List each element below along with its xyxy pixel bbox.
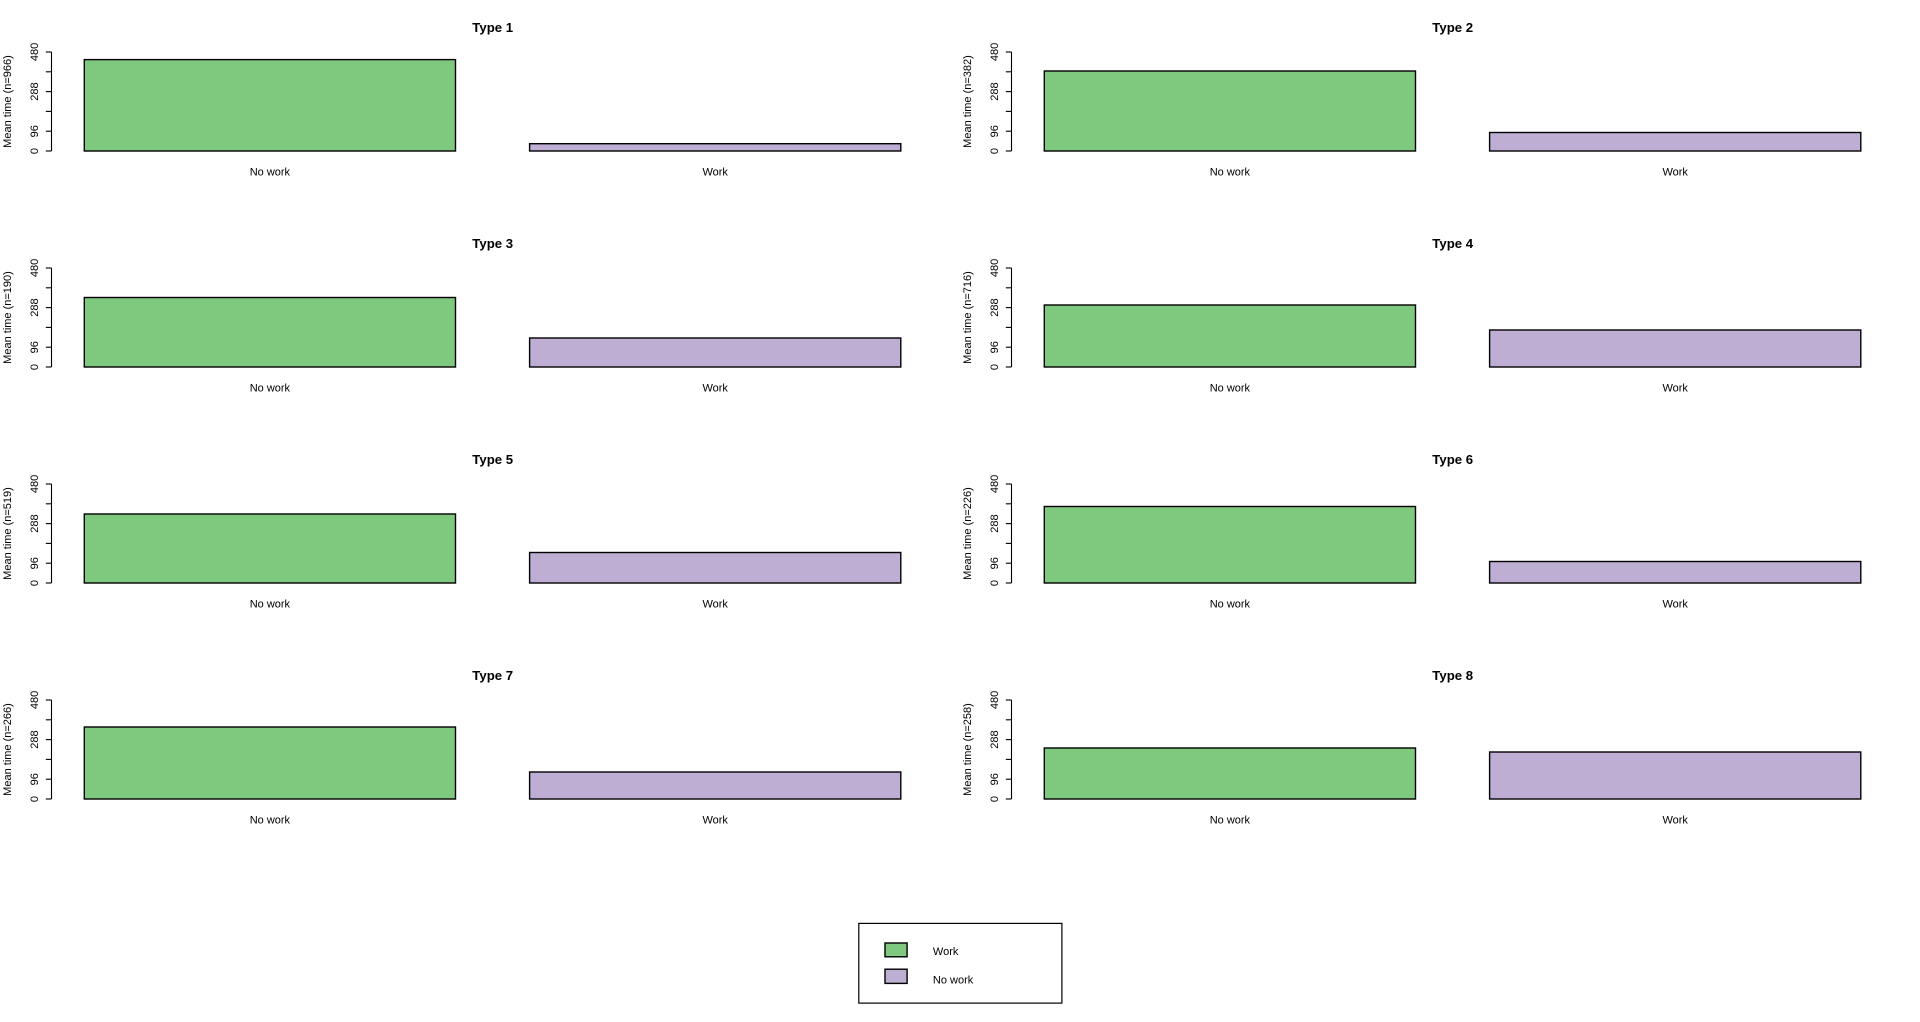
svg-text:480: 480	[29, 259, 41, 277]
svg-text:96: 96	[989, 557, 1001, 569]
svg-text:0: 0	[989, 796, 1001, 802]
svg-text:480: 480	[989, 43, 1001, 61]
svg-text:Mean time (n=258): Mean time (n=258)	[962, 703, 974, 796]
svg-text:Mean time (n=190): Mean time (n=190)	[2, 271, 14, 364]
svg-text:Type 2: Type 2	[1432, 20, 1473, 35]
svg-text:Mean time (n=382): Mean time (n=382)	[962, 55, 974, 148]
svg-text:0: 0	[989, 364, 1001, 370]
svg-text:0: 0	[989, 148, 1001, 154]
svg-text:Type 8: Type 8	[1432, 668, 1473, 683]
svg-text:480: 480	[989, 691, 1001, 709]
svg-text:0: 0	[989, 580, 1001, 586]
svg-text:No work: No work	[1210, 382, 1251, 394]
svg-text:No work: No work	[1210, 814, 1251, 826]
svg-text:No work: No work	[1210, 166, 1251, 178]
svg-text:No work: No work	[250, 166, 291, 178]
svg-text:Work: Work	[933, 946, 959, 958]
svg-text:96: 96	[29, 125, 41, 137]
svg-text:288: 288	[989, 298, 1001, 316]
svg-text:Mean time (n=519): Mean time (n=519)	[2, 487, 14, 580]
svg-text:288: 288	[989, 514, 1001, 532]
svg-text:No work: No work	[250, 382, 291, 394]
svg-text:Type 7: Type 7	[472, 668, 513, 683]
svg-text:0: 0	[29, 580, 41, 586]
svg-text:Work: Work	[702, 814, 728, 826]
svg-text:0: 0	[29, 148, 41, 154]
svg-text:288: 288	[29, 730, 41, 748]
svg-text:Work: Work	[1662, 166, 1688, 178]
svg-text:Work: Work	[1662, 598, 1688, 610]
svg-text:Work: Work	[1662, 382, 1688, 394]
svg-text:Mean time (n=266): Mean time (n=266)	[2, 703, 14, 796]
svg-text:288: 288	[989, 730, 1001, 748]
svg-text:Work: Work	[702, 382, 728, 394]
svg-text:480: 480	[989, 475, 1001, 493]
svg-text:480: 480	[989, 259, 1001, 277]
svg-text:96: 96	[29, 341, 41, 353]
svg-text:Type 3: Type 3	[472, 236, 513, 251]
svg-text:96: 96	[989, 125, 1001, 137]
svg-text:0: 0	[29, 796, 41, 802]
svg-text:96: 96	[989, 341, 1001, 353]
svg-text:Work: Work	[702, 598, 728, 610]
svg-text:288: 288	[29, 514, 41, 532]
svg-text:0: 0	[29, 364, 41, 370]
svg-text:288: 288	[29, 298, 41, 316]
svg-text:Type 5: Type 5	[472, 452, 513, 467]
svg-text:Mean time (n=966): Mean time (n=966)	[2, 55, 14, 148]
svg-text:Type 1: Type 1	[472, 20, 513, 35]
svg-text:No work: No work	[250, 598, 291, 610]
svg-text:96: 96	[989, 773, 1001, 785]
svg-text:480: 480	[29, 43, 41, 61]
svg-text:No work: No work	[1210, 598, 1251, 610]
svg-text:480: 480	[29, 691, 41, 709]
svg-text:No work: No work	[933, 974, 974, 986]
svg-text:96: 96	[29, 557, 41, 569]
svg-text:No work: No work	[250, 814, 291, 826]
svg-text:Mean time (n=226): Mean time (n=226)	[962, 487, 974, 580]
svg-text:480: 480	[29, 475, 41, 493]
svg-text:Work: Work	[1662, 814, 1688, 826]
svg-text:288: 288	[989, 82, 1001, 100]
svg-text:96: 96	[29, 773, 41, 785]
svg-text:Work: Work	[702, 166, 728, 178]
svg-text:288: 288	[29, 82, 41, 100]
svg-text:Type 6: Type 6	[1432, 452, 1473, 467]
svg-text:Mean time (n=716): Mean time (n=716)	[962, 271, 974, 364]
svg-text:Type 4: Type 4	[1432, 236, 1473, 251]
